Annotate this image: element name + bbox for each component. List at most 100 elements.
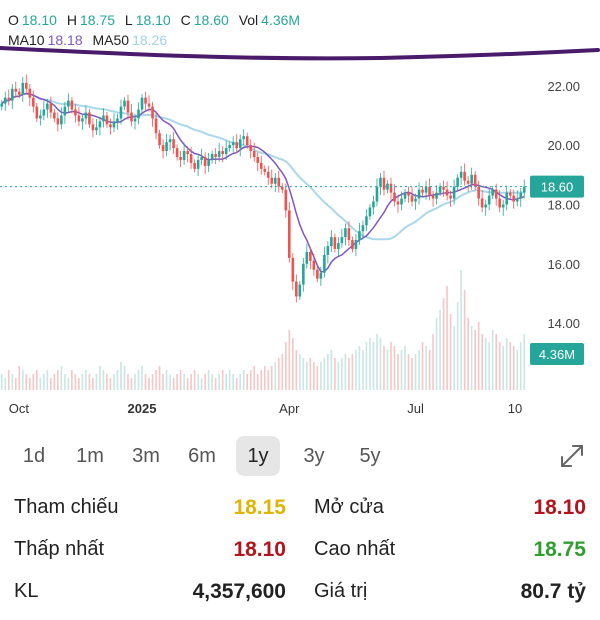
volume-bar	[29, 378, 31, 390]
volume-bar	[358, 346, 361, 390]
candle	[438, 183, 442, 197]
volume-bar	[334, 358, 336, 390]
candle-body	[403, 192, 407, 199]
candle	[196, 154, 200, 176]
candle	[200, 148, 203, 165]
candle	[158, 129, 161, 149]
candle-body	[326, 246, 330, 255]
volume-bar	[414, 354, 417, 390]
range-3y[interactable]: 3y	[303, 445, 325, 467]
range-5y[interactable]: 5y	[359, 445, 381, 467]
candle-body	[221, 151, 224, 155]
expand-icon[interactable]	[558, 442, 586, 470]
volume-bar	[235, 378, 238, 390]
candle	[238, 134, 242, 157]
candle-body	[224, 148, 228, 155]
candle	[393, 184, 396, 207]
volume-bar	[102, 370, 105, 390]
candle	[407, 186, 410, 203]
candle-body	[305, 251, 309, 264]
volume-bar	[523, 334, 526, 390]
volume-bar	[477, 322, 480, 390]
candle-body	[438, 186, 442, 193]
candle	[428, 178, 431, 201]
close-value: 18.60	[193, 12, 229, 28]
candle	[137, 102, 140, 125]
volume-total-label: KL	[14, 580, 39, 602]
volume-bar	[211, 374, 213, 390]
candle-body	[259, 162, 263, 169]
trade-value-label: Giá trị	[314, 580, 368, 602]
candle	[361, 220, 365, 240]
x-tick-4: 10	[508, 401, 522, 416]
candle-body	[501, 204, 505, 208]
trade-value-value: 80.7 tỷ	[520, 580, 586, 603]
candle	[323, 246, 326, 278]
volume-bar	[7, 370, 10, 390]
x-tick-3: Jul	[407, 401, 424, 416]
candle	[456, 174, 459, 191]
volume-bar	[50, 378, 52, 390]
candle-body	[207, 159, 210, 166]
candle-body	[351, 240, 354, 249]
candle-body	[263, 168, 267, 172]
volume-bar	[57, 370, 59, 390]
candle	[182, 142, 186, 165]
candle	[249, 139, 253, 159]
candle	[280, 183, 284, 194]
candle	[179, 151, 182, 168]
candle-body	[487, 195, 491, 205]
range-1d[interactable]: 1d	[22, 445, 46, 467]
candle	[77, 107, 81, 127]
candle	[25, 74, 28, 94]
volume-bar	[316, 366, 319, 390]
range-1y[interactable]: 1y	[236, 436, 280, 476]
volume-bar	[432, 334, 434, 390]
volume-bar	[225, 374, 227, 390]
candle	[466, 176, 470, 193]
candle-body	[431, 195, 435, 199]
ref-price-label: Tham chiếu	[14, 496, 119, 518]
candle	[421, 186, 424, 197]
candle	[49, 96, 53, 119]
price-chart[interactable]: 22.00 20.00 18.00 16.00 14.00 Oct 2025 Apr Jul 1…	[0, 0, 600, 420]
range-1m[interactable]: 1m	[76, 445, 104, 467]
candle	[463, 163, 466, 186]
candle-body	[428, 186, 431, 196]
range-3m[interactable]: 3m	[132, 445, 160, 467]
candle	[10, 84, 14, 109]
candle	[522, 179, 526, 199]
candle	[109, 118, 112, 135]
candle-body	[498, 198, 501, 208]
volume-bar	[379, 338, 382, 390]
candle-body	[508, 192, 512, 196]
candle-body	[179, 157, 182, 160]
volume-bar	[207, 370, 210, 390]
candle	[193, 159, 196, 173]
volume-bar	[197, 374, 199, 390]
candle	[400, 191, 403, 211]
volume-bar	[418, 350, 420, 390]
candle	[330, 230, 333, 252]
candle	[207, 152, 210, 172]
low-price-label: Thấp nhất	[14, 538, 105, 560]
candle	[484, 199, 487, 216]
volume-bar	[509, 342, 512, 390]
volume-bar	[186, 378, 189, 390]
candle-body	[347, 228, 351, 241]
volume-bar	[270, 366, 273, 390]
candle-body	[60, 115, 63, 125]
volume-bar	[369, 338, 371, 390]
volume-bar	[390, 342, 392, 390]
volume-bar	[460, 270, 462, 390]
candle-body	[316, 269, 319, 279]
volume-bar	[351, 354, 354, 390]
candle-body	[330, 237, 333, 247]
volume-bar	[246, 374, 249, 390]
candle	[319, 266, 323, 286]
volume-bar	[85, 370, 87, 390]
volume-bar	[179, 370, 182, 390]
candle-body	[56, 118, 60, 125]
range-6m[interactable]: 6m	[188, 445, 216, 467]
candle-body	[477, 186, 480, 199]
